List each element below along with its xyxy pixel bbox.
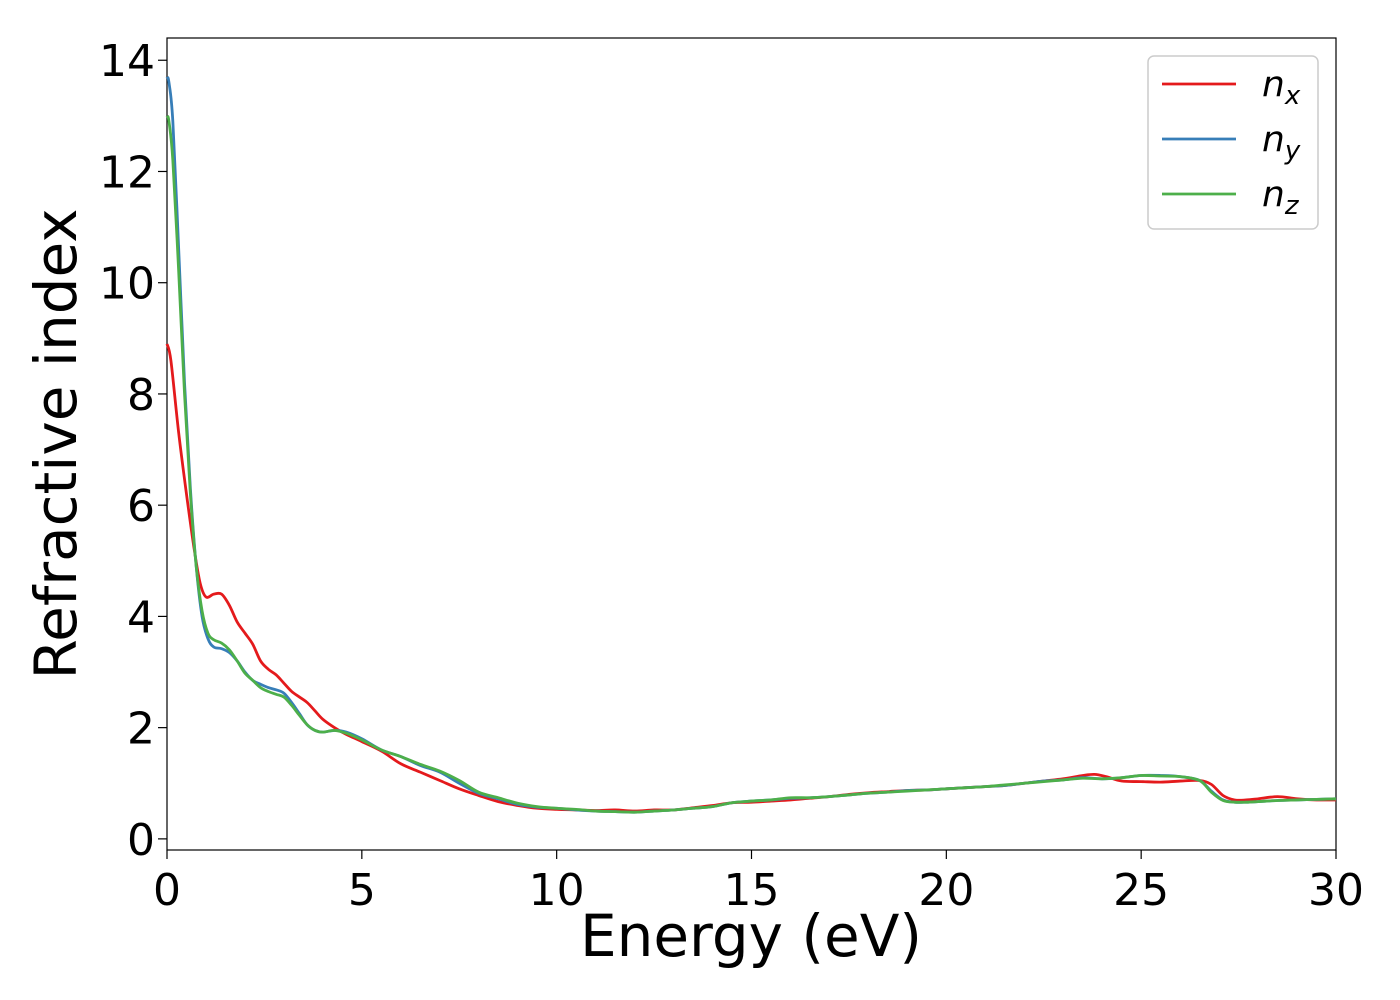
legend-label-nz: nz (1262, 174, 1300, 221)
y-tick-label: 6 (127, 481, 155, 532)
y-tick-label: 8 (127, 370, 155, 421)
x-tick-label: 20 (918, 865, 974, 916)
legend-label-nx: nx (1262, 64, 1301, 111)
x-tick-label: 0 (153, 865, 181, 916)
y-tick-label: 4 (127, 592, 155, 643)
y-tick-label: 0 (127, 815, 155, 866)
y-axis-label: Refractive index (22, 208, 90, 679)
legend-box (1147, 55, 1319, 230)
plot-area (166, 37, 1337, 851)
y-tick-label: 14 (99, 36, 155, 87)
x-tick-label: 15 (724, 865, 780, 916)
x-axis: 0 5 10 15 20 25 30 (153, 850, 1364, 916)
legend-label-subscript: y (1284, 136, 1301, 166)
y-tick-label: 2 (127, 704, 155, 755)
series-layer (165, 75, 1337, 814)
x-tick-label: 5 (348, 865, 376, 916)
x-axis-label: Energy (eV) (580, 902, 922, 970)
x-tick-label: 10 (529, 865, 585, 916)
x-tick-label: 25 (1113, 865, 1169, 916)
y-axis: 0 2 4 6 8 10 12 14 (99, 36, 167, 866)
x-tick-label: 30 (1308, 865, 1364, 916)
legend-label-subscript: x (1284, 81, 1301, 111)
series-line-nz (165, 114, 1337, 814)
y-tick-label: 10 (99, 259, 155, 310)
legend-label-base: n (1262, 64, 1285, 105)
legend-label-base: n (1262, 174, 1285, 215)
legend-label-subscript: z (1284, 191, 1300, 221)
legend-label-ny: ny (1262, 119, 1301, 166)
y-tick-label: 12 (99, 147, 155, 198)
legend-label-base: n (1262, 119, 1285, 160)
